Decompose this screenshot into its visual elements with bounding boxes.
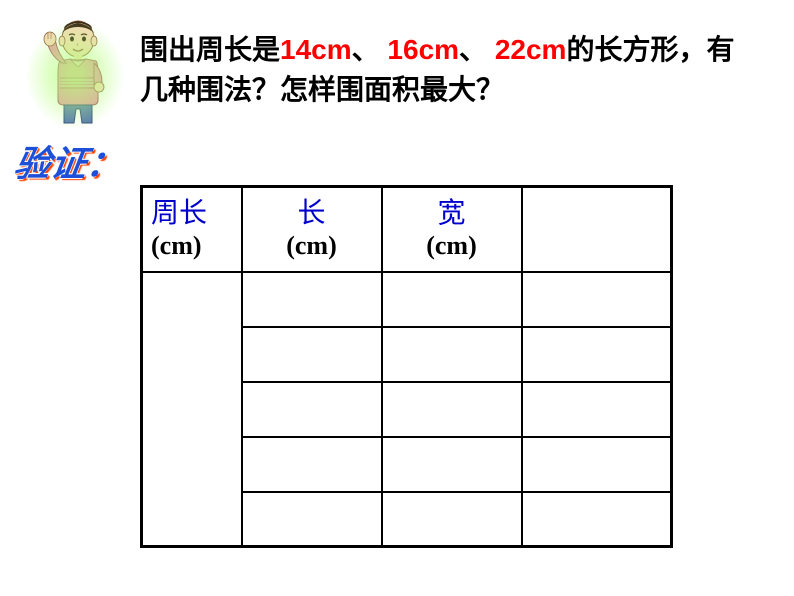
- cell-area: [522, 437, 672, 492]
- table-header-row: 周长 (cm) 长 (cm) 宽 (cm): [142, 187, 672, 272]
- header-length: 长 (cm): [242, 187, 382, 272]
- perimeter-merged-cell: [142, 272, 242, 547]
- header-perimeter-label: 周长: [151, 197, 207, 231]
- cell-area: [522, 327, 672, 382]
- header-width: 宽 (cm): [382, 187, 522, 272]
- verify-label: 验证：: [11, 135, 126, 187]
- header-width-label: 宽: [437, 197, 465, 231]
- cell-area: [522, 382, 672, 437]
- question-prefix: 围出周长是: [140, 34, 280, 65]
- sep2: 、: [459, 34, 495, 65]
- cell-length: [242, 437, 382, 492]
- header-width-unit: (cm): [426, 230, 477, 261]
- header-perimeter-unit: (cm): [151, 230, 202, 261]
- boy-illustration: [30, 15, 120, 130]
- cell-width: [382, 437, 522, 492]
- question-text: 围出周长是14cm、 16cm、 22cm的长方形，有几种围法？怎样围面积最大？: [140, 30, 740, 110]
- cell-length: [242, 272, 382, 327]
- sep1: 、: [352, 34, 388, 65]
- cell-width: [382, 492, 522, 547]
- header-area: [522, 187, 672, 272]
- data-table-container: 周长 (cm) 长 (cm) 宽 (cm): [140, 185, 673, 548]
- perimeter-value-3: 22cm: [495, 34, 567, 65]
- cell-width: [382, 382, 522, 437]
- cell-length: [242, 492, 382, 547]
- cell-length: [242, 327, 382, 382]
- perimeter-value-2: 16cm: [387, 34, 459, 65]
- cell-width: [382, 327, 522, 382]
- header-perimeter: 周长 (cm): [142, 187, 242, 272]
- cell-length: [242, 382, 382, 437]
- header-length-label: 长: [297, 197, 325, 231]
- table-row: [142, 272, 672, 327]
- cell-area: [522, 492, 672, 547]
- cell-area: [522, 272, 672, 327]
- header-length-unit: (cm): [286, 230, 337, 261]
- perimeter-value-1: 14cm: [280, 34, 352, 65]
- data-table: 周长 (cm) 长 (cm) 宽 (cm): [140, 185, 673, 548]
- cell-width: [382, 272, 522, 327]
